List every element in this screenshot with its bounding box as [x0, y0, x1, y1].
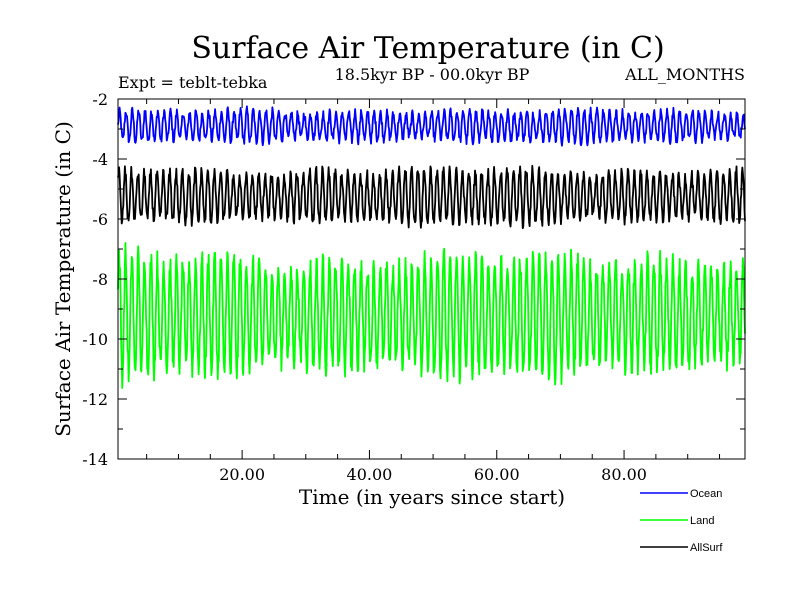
y-axis: -2 -4 -6 -8 -10 -12 -14 [82, 90, 745, 469]
chart-annotation-left: Expt = teblt-tebka [118, 73, 268, 92]
x-axis-label: Time (in years since start) [299, 485, 565, 509]
y-tick-label: -10 [82, 330, 108, 349]
x-tick-label: 20.00 [219, 465, 265, 484]
x-tick-label: 80.00 [601, 465, 647, 484]
chart-subtitle: 18.5kyr BP - 00.0kyr BP [335, 65, 530, 84]
series-line-allsurf [117, 164, 746, 230]
x-tick-label: 60.00 [474, 465, 520, 484]
series-line-land [117, 241, 746, 389]
chart-title: Surface Air Temperature (in C) [191, 31, 664, 66]
series-line-ocean [117, 105, 746, 147]
y-axis-label: Surface Air Temperature (in C) [51, 121, 75, 437]
legend: Ocean Land AllSurf [640, 488, 723, 554]
y-tick-label: -4 [92, 150, 108, 169]
x-axis: 20.00 40.00 60.00 80.00 [146, 99, 721, 484]
y-tick-label: -14 [82, 450, 108, 469]
chart-annotation-right: ALL_MONTHS [624, 65, 745, 84]
legend-label-ocean: Ocean [690, 488, 722, 500]
y-tick-label: -8 [92, 270, 108, 289]
y-tick-label: -2 [92, 90, 108, 109]
plot-area [117, 105, 746, 389]
legend-label-land: Land [690, 515, 714, 527]
x-tick-label: 40.00 [347, 465, 393, 484]
legend-label-allsurf: AllSurf [690, 542, 723, 554]
y-tick-label: -6 [92, 210, 108, 229]
y-tick-label: -12 [82, 390, 108, 409]
